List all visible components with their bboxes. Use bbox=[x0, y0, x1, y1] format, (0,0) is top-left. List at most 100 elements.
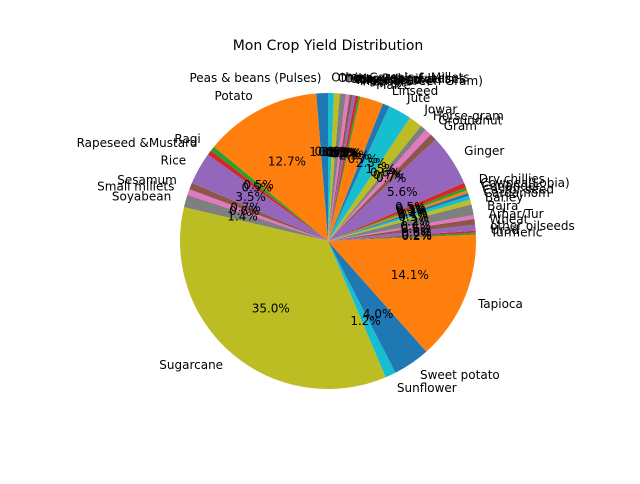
pie-slice bbox=[328, 199, 472, 241]
slice-percent-label: 0.6% bbox=[370, 166, 401, 180]
pie-slice bbox=[328, 234, 476, 352]
pie-slice bbox=[328, 93, 340, 242]
pie-slice bbox=[328, 182, 466, 241]
slice-label: Wheat bbox=[489, 212, 528, 226]
slice-label: Jowar bbox=[423, 102, 457, 116]
slice-label: Small millets bbox=[97, 180, 174, 194]
chart-title: Mon Crop Yield Distribution bbox=[233, 38, 424, 54]
slice-percent-label: 2.5% bbox=[356, 156, 387, 170]
slice-label: other oilseeds bbox=[490, 219, 575, 233]
pie-slice bbox=[328, 125, 426, 241]
slice-label: Sweet potato bbox=[420, 368, 500, 382]
pie-slice bbox=[328, 195, 471, 241]
slice-label: Turmeric bbox=[490, 225, 543, 239]
slice-percent-label: 0.4% bbox=[400, 219, 431, 233]
slice-label: Sesamum bbox=[117, 173, 177, 187]
slice-percent-label: 0.3% bbox=[327, 146, 358, 160]
pie-slice bbox=[328, 139, 465, 241]
pie-slice bbox=[328, 129, 431, 241]
slice-label: Groundnut bbox=[438, 114, 502, 128]
slice-percent-label: 1.5% bbox=[365, 162, 396, 176]
pie-slice bbox=[328, 103, 390, 241]
pie-slice bbox=[328, 193, 469, 241]
pie-slice bbox=[328, 204, 474, 241]
pie-slice bbox=[187, 189, 328, 241]
slice-percent-label: 1.3% bbox=[309, 145, 340, 159]
pie-slice bbox=[328, 190, 469, 241]
slice-percent-label: 3.5% bbox=[235, 190, 266, 204]
pie-slice bbox=[207, 150, 328, 241]
slice-percent-label: 35.0% bbox=[252, 301, 290, 315]
pie-slice bbox=[328, 94, 353, 241]
pie-slice bbox=[183, 194, 328, 241]
slice-percent-label: 2.5% bbox=[339, 149, 370, 163]
slice-percent-label: 0.3% bbox=[396, 204, 427, 218]
slice-percent-label: 0.2% bbox=[401, 228, 432, 242]
slice-label: Urad bbox=[490, 223, 519, 237]
slice-percent-label: 5.6% bbox=[387, 185, 418, 199]
slice-label: Ragi bbox=[174, 132, 200, 146]
slice-percent-label: 0.6% bbox=[401, 226, 432, 240]
slice-label: Dry chillies bbox=[479, 172, 545, 186]
pie-slice bbox=[210, 146, 328, 241]
slice-label: Maize bbox=[376, 78, 411, 92]
pie-slice bbox=[328, 187, 468, 241]
slice-percent-label: 4.0% bbox=[363, 307, 394, 321]
slice-percent-label: 0.3% bbox=[396, 202, 427, 216]
pie-slices bbox=[179, 93, 476, 390]
pie-slice bbox=[328, 241, 396, 378]
slice-label: Other Kharif pulses bbox=[350, 72, 465, 86]
slice-label: Niger seed bbox=[357, 73, 422, 87]
slice-percent-label: 12.7% bbox=[268, 155, 306, 169]
slice-label: Potato bbox=[215, 89, 253, 103]
pie-slice bbox=[328, 95, 359, 241]
pie-percent-labels: 1.3%12.7%0.5%0.5%3.5%0.7%0.6%1.4%35.0%1.… bbox=[227, 145, 432, 328]
slice-label: Soyabean bbox=[112, 190, 171, 204]
slice-label: Cowpea(Lobia) bbox=[480, 176, 569, 190]
slice-label: Other Rabi pulses bbox=[344, 72, 451, 86]
pie-slice bbox=[189, 182, 328, 241]
pie-slice bbox=[328, 117, 422, 241]
pie-slice bbox=[328, 232, 476, 241]
slice-label: Horse-gram bbox=[433, 109, 504, 123]
slice-label: Gram bbox=[444, 119, 477, 133]
pie-slice bbox=[328, 93, 346, 241]
slice-percent-label: 0.7% bbox=[376, 171, 407, 185]
pie-slice bbox=[328, 96, 361, 242]
slice-label: Peas & beans (Pulses) bbox=[189, 71, 321, 85]
slice-label: Arhar/Tur bbox=[489, 207, 544, 221]
pie-slice bbox=[191, 154, 328, 241]
slice-percent-label: 0.4% bbox=[325, 145, 356, 159]
slice-label: Coriander bbox=[481, 179, 540, 193]
slice-percent-label: 0.2% bbox=[332, 147, 363, 161]
slice-percent-label: 0.6% bbox=[229, 204, 260, 218]
slice-label: Rice bbox=[161, 154, 187, 168]
pie-slice bbox=[179, 207, 386, 390]
pie-slice bbox=[328, 106, 410, 241]
slice-label: Tapioca bbox=[477, 297, 523, 311]
slice-percent-label: 0.7% bbox=[230, 201, 261, 215]
slice-label: Cardamom bbox=[484, 186, 550, 200]
slice-percent-label: 0.7% bbox=[348, 152, 379, 166]
slice-percent-label: 0.6% bbox=[401, 222, 432, 236]
slice-label: Ginger bbox=[464, 144, 504, 158]
slice-label: Castor seed bbox=[483, 182, 554, 196]
slice-label: Bajra bbox=[487, 199, 518, 213]
pie-slice bbox=[328, 224, 476, 241]
slice-percent-label: 0.5% bbox=[242, 180, 273, 194]
pie-slice bbox=[328, 95, 356, 241]
pie-slice bbox=[328, 214, 475, 241]
slice-label: Other Cereals & Millets bbox=[331, 71, 469, 85]
slice-percent-label: 14.1% bbox=[391, 268, 429, 282]
slice-percent-label: 0.3% bbox=[328, 146, 359, 160]
slice-percent-label: 0.3% bbox=[397, 206, 428, 220]
slice-percent-label: 0.2% bbox=[401, 229, 432, 243]
slice-label: Jute bbox=[406, 91, 430, 105]
slice-percent-label: 1.4% bbox=[227, 210, 258, 224]
pie-slice bbox=[328, 218, 476, 241]
pie-slice bbox=[328, 93, 334, 241]
slice-label: Linseed bbox=[392, 84, 438, 98]
slice-percent-label: 0.6% bbox=[315, 145, 346, 159]
